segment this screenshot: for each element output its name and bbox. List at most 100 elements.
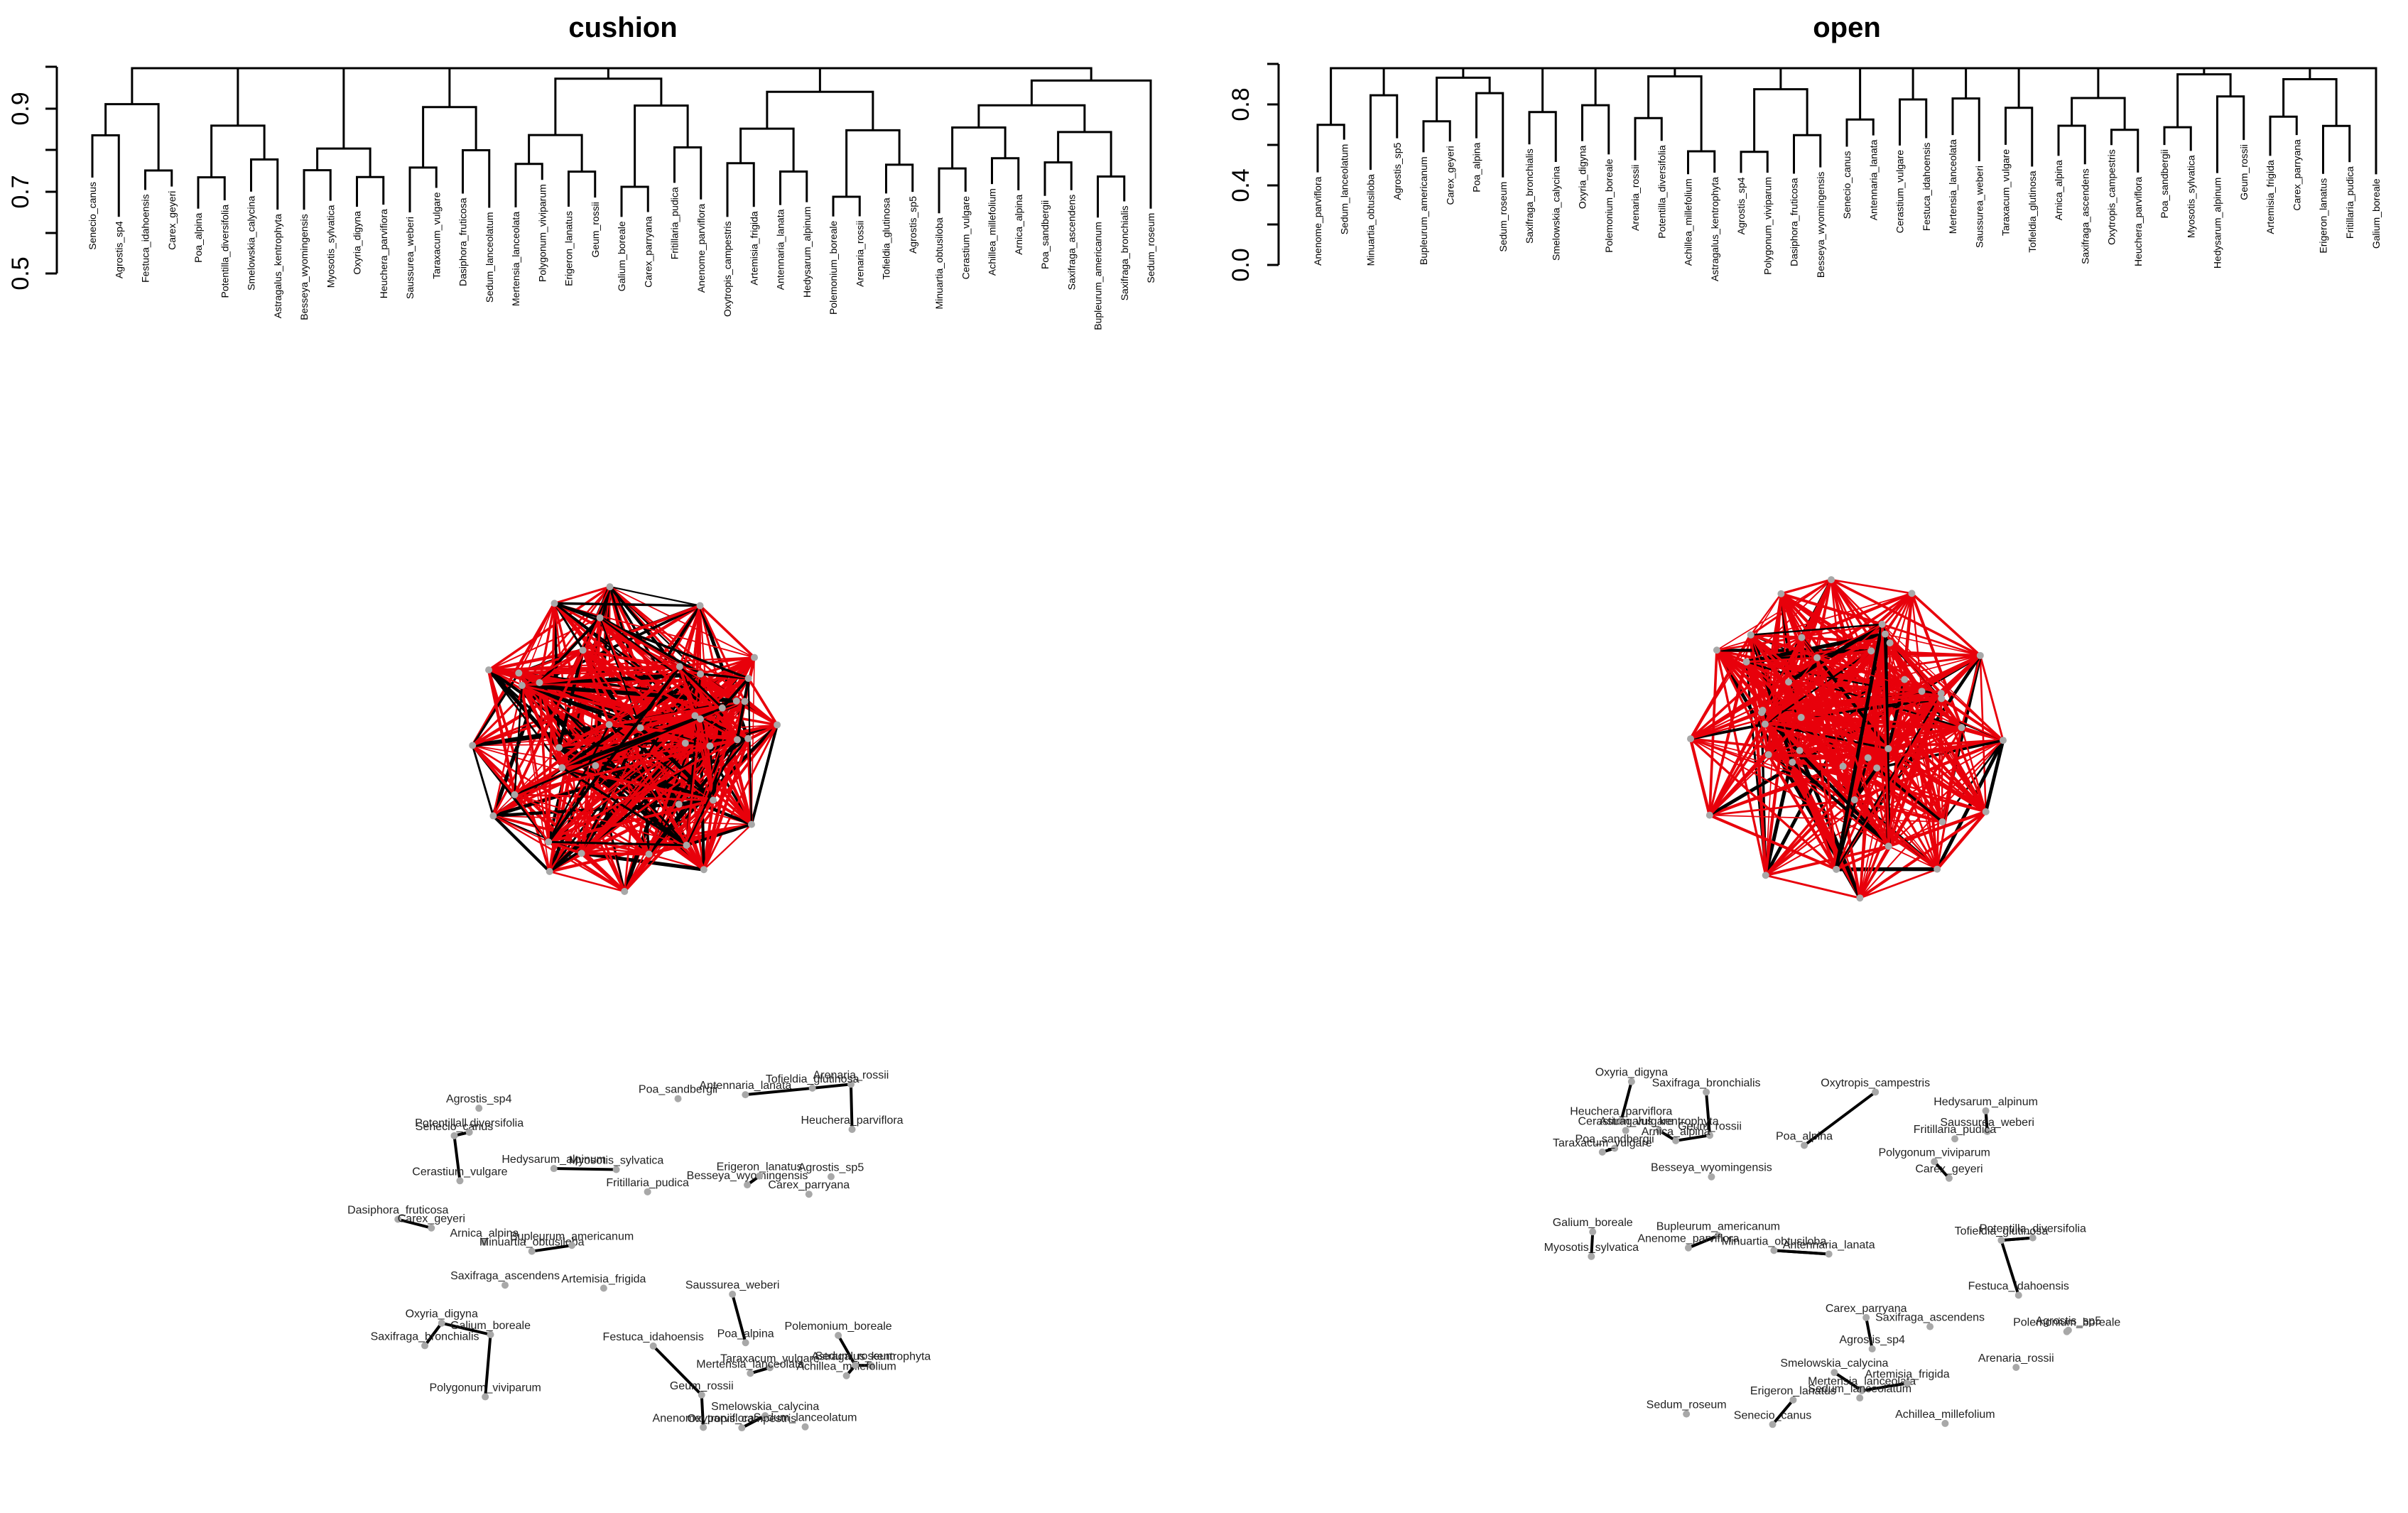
- cushion-network-edge: [493, 815, 549, 843]
- open-leaf-label: Agrostis_sp5: [1392, 142, 1403, 200]
- open-network-node: [1687, 735, 1694, 743]
- open-leaf-label: Oxyria_digyna: [1577, 145, 1588, 209]
- cushion-leaf-label: Festuca_idahoensis: [140, 194, 151, 283]
- cushion-network-edge: [514, 793, 550, 843]
- cushion-leaf-label: Bupleurum_americanum: [1092, 222, 1104, 330]
- cushion-sparse-node-label: Polygonum_viviparum: [429, 1382, 541, 1394]
- cushion-sparse-edge: [700, 1394, 705, 1428]
- cushion-network-edge: [538, 682, 550, 842]
- cushion-y-axis: [45, 65, 58, 275]
- cushion-network-edge: [514, 793, 714, 801]
- cushion-network-edge: [514, 685, 524, 795]
- open-network-edge: [1843, 765, 1877, 769]
- open-sparse-node: [1598, 1148, 1606, 1156]
- cushion-branch: [131, 67, 239, 126]
- cushion-sparse-node: [742, 1339, 749, 1347]
- open-network-edge: [1816, 657, 1890, 847]
- cushion-leaf-label: Poa_alpina: [192, 213, 204, 263]
- open-network-edge: [1834, 624, 1884, 870]
- cushion-leaf-label: Antennaria_lanata: [775, 209, 786, 290]
- cushion-sparse-node: [612, 1166, 620, 1173]
- cushion-leaf-label: Smelowskia_calycina: [246, 196, 257, 291]
- cushion-branch: [356, 175, 385, 207]
- cushion-y-tick-0: 0.5: [7, 256, 34, 290]
- cushion-sparse-node: [738, 1424, 746, 1432]
- open-dendrogram: Anenome_parviflora Sedum_lanceolatum Minua…: [1312, 67, 2382, 281]
- open-network-edge: [1835, 845, 1889, 871]
- open-sparse-node-label: Tofieldia_glutinosa: [1955, 1225, 2049, 1237]
- open-network-edge: [1764, 692, 1941, 725]
- cushion-network-edge: [750, 724, 779, 825]
- cushion-leaf-label: Poa_sandbergii: [1039, 200, 1051, 269]
- open-sparse-node: [1703, 1088, 1710, 1096]
- open-sparse-node: [2063, 1328, 2071, 1335]
- cushion-leaf-label: Achillea_millefolium: [987, 188, 998, 276]
- open-sparse-node: [1672, 1137, 1680, 1144]
- open-network-node: [1839, 762, 1847, 770]
- open-branch: [1965, 67, 2020, 108]
- cushion-network-node: [744, 675, 752, 683]
- cushion-sparse-node: [465, 1128, 473, 1136]
- open-network-edge: [1780, 578, 1832, 595]
- cushion-y-tick-2: 0.9: [7, 92, 34, 125]
- open-branch: [2163, 126, 2192, 151]
- cushion-sparse-node: [742, 1091, 749, 1099]
- cushion-network-edge: [561, 666, 680, 769]
- open-network-edge: [1888, 845, 1938, 870]
- cushion-sparse-node-label: Oxyria_digyna: [406, 1308, 478, 1321]
- cushion-network-node: [700, 866, 707, 874]
- cushion-network-edge: [703, 739, 739, 870]
- open-sparse-node: [1789, 1396, 1797, 1404]
- cushion-branch: [726, 162, 755, 217]
- open-network-node: [1813, 654, 1821, 662]
- open-sparse-node-label: Poa_sandbergii: [1575, 1133, 1654, 1145]
- cushion-branch: [144, 169, 173, 190]
- open-sparse-nodes: Myosotis_sylvatica Cerastium_vulgare Minua…: [1544, 1067, 2120, 1428]
- open-network-edge: [1984, 739, 2005, 813]
- open-leaf-label: Bupleurum_americanum: [1418, 156, 1429, 265]
- cushion-sparse-node: [450, 1132, 458, 1139]
- cushion-sparse-edge: [452, 1135, 462, 1181]
- cushion-leaf-label: Sedum_lanceolatum: [484, 212, 495, 303]
- open-sparse-node: [1931, 1158, 1938, 1166]
- open-sparse-node-label: Carex_parryana: [1826, 1303, 1907, 1315]
- open-y-tick-0: 0.0: [1227, 248, 1254, 281]
- open-leaf-label: Tofieldia_glutinosa: [2027, 170, 2038, 252]
- cushion-network-edge: [721, 677, 750, 709]
- cushion-network-edge: [548, 840, 687, 847]
- open-sparse-node-label: Taraxacum_vulgare: [1553, 1137, 1652, 1149]
- cushion-network-edge: [561, 766, 688, 847]
- open-network-edge: [1745, 636, 1802, 663]
- open-sparse-node-label: Smelowskia_calycina: [1780, 1357, 1888, 1370]
- open-network-edge: [1764, 650, 1872, 725]
- open-sparse-node: [1708, 1173, 1715, 1181]
- open-network-node: [1833, 865, 1840, 873]
- open-branch: [1528, 111, 1557, 162]
- cushion-sparse-node: [801, 1423, 809, 1431]
- cushion-network-edge: [609, 586, 753, 825]
- cushion-sparse-node-label: Erigeron_lanatus: [717, 1161, 803, 1173]
- cushion-sparse-node-label: Sedum_roseum: [815, 1350, 896, 1362]
- open-branch: [1687, 150, 1716, 175]
- open-leaf-label: Achillea_millefolium: [1683, 178, 1694, 266]
- open-sparse-node-label: Polemonium_boreale: [2013, 1317, 2120, 1329]
- open-network-edge: [1690, 709, 1763, 740]
- open-sparse-node: [2014, 1291, 2022, 1299]
- cushion-network-edge: [747, 678, 753, 825]
- open-leaf-label: Artemisia_frigida: [2265, 160, 2276, 234]
- cushion-sparse-node-label: Poa_alpina: [717, 1328, 774, 1340]
- cushion-network-edge: [492, 815, 551, 873]
- cushion-network-edge: [747, 678, 779, 726]
- open-leaf-label: Myosotis_sylvatica: [2185, 155, 2196, 238]
- open-network-edge: [1876, 690, 1923, 769]
- cushion-branch: [607, 67, 821, 92]
- open-network-edge: [1831, 578, 1912, 595]
- cushion-network-node: [710, 796, 717, 804]
- cushion-leaf-label: Hedysarum_alpinum: [801, 207, 813, 298]
- cushion-sparse-node-label: Minuartia_obtusiloba: [479, 1237, 585, 1249]
- open-network-edge: [1690, 737, 1800, 752]
- open-network-edge: [1880, 624, 1890, 847]
- cushion-sparse-node: [729, 1291, 737, 1298]
- open-network-node: [1884, 842, 1892, 850]
